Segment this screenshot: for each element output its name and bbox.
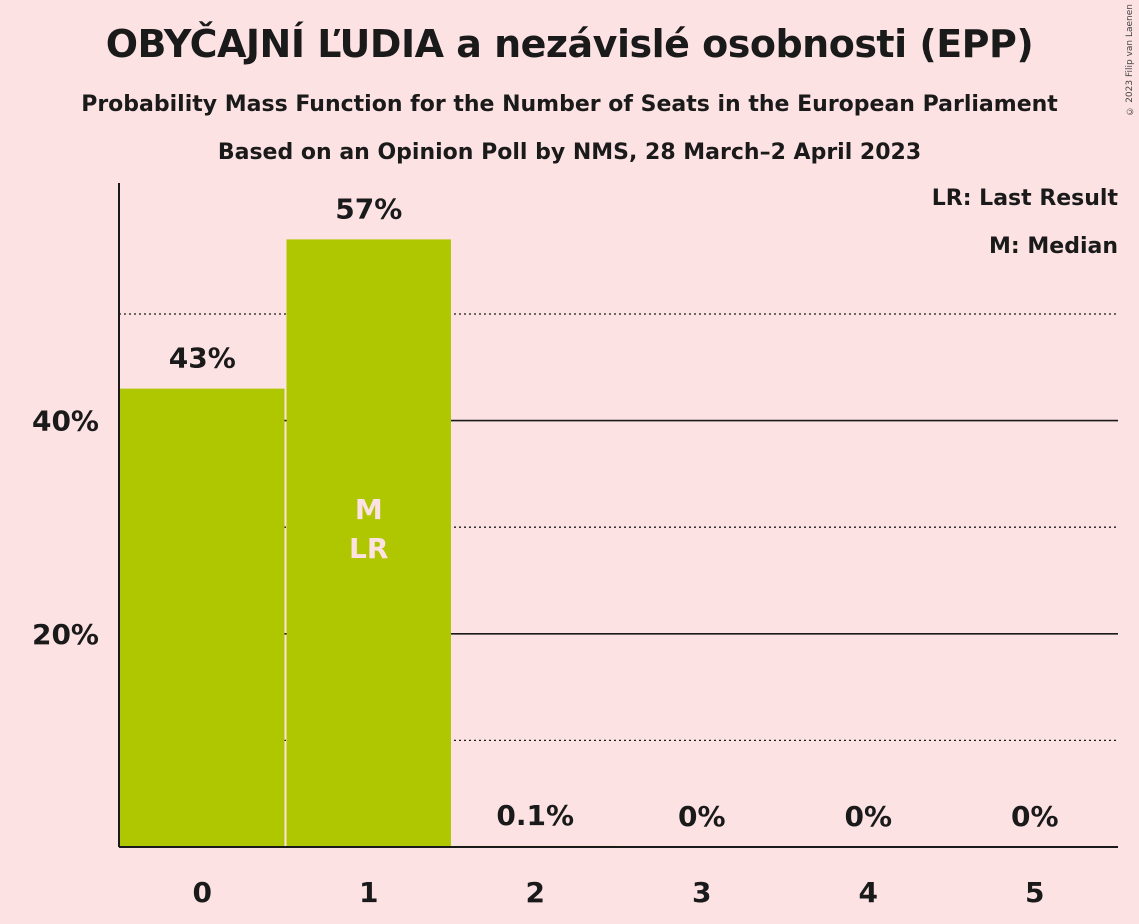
legend-median: M: Median xyxy=(989,234,1118,259)
chart-subtitle: Probability Mass Function for the Number… xyxy=(81,92,1058,117)
bar-value-label: 0% xyxy=(1011,800,1059,833)
x-tick-label: 5 xyxy=(1025,876,1044,909)
bar-value-label: 0.1% xyxy=(496,799,574,832)
y-tick-label: 40% xyxy=(32,405,99,438)
bar xyxy=(120,388,285,847)
bar-value-label: 57% xyxy=(335,192,402,225)
chart-title: OBYČAJNÍ ĽUDIA a nezávislé osobnosti (EP… xyxy=(105,22,1034,66)
x-tick-label: 4 xyxy=(859,876,878,909)
x-tick-label: 3 xyxy=(692,876,711,909)
chart-source-note: Based on an Opinion Poll by NMS, 28 Marc… xyxy=(217,140,922,165)
x-tick-label: 0 xyxy=(193,876,212,909)
bar-value-label: 43% xyxy=(169,342,236,375)
x-tick-label: 1 xyxy=(359,876,378,909)
legend-last-result: LR: Last Result xyxy=(931,186,1118,211)
bar-value-label: 0% xyxy=(844,800,892,833)
bar-value-label: 0% xyxy=(678,800,726,833)
last-result-marker: LR xyxy=(349,532,388,565)
bar xyxy=(286,239,451,847)
x-tick-label: 2 xyxy=(526,876,545,909)
median-marker: M xyxy=(355,493,383,526)
y-tick-label: 20% xyxy=(32,618,99,651)
